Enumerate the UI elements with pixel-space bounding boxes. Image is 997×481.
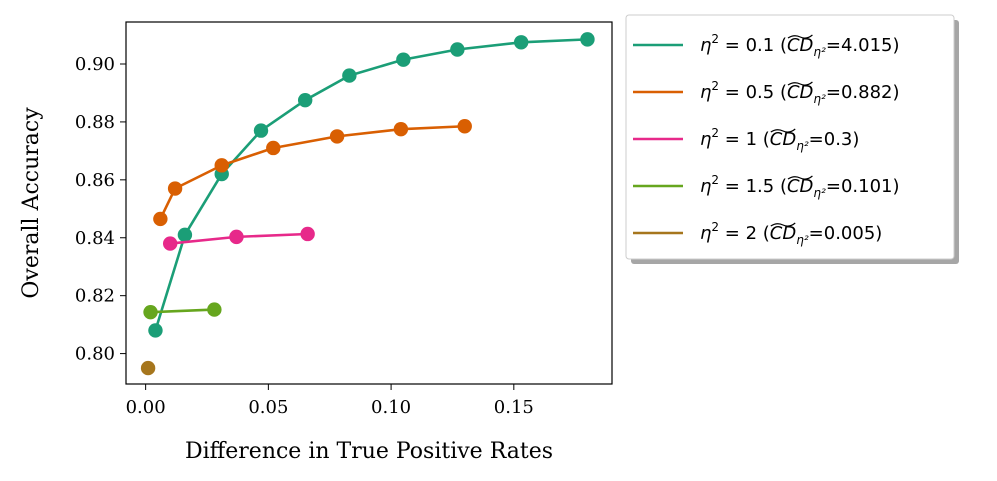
data-point — [300, 226, 315, 242]
data-point — [297, 92, 313, 108]
tilde-accent — [770, 128, 796, 133]
legend-label: η2 = 2 (CDη²=0.005) — [700, 220, 882, 247]
legend-entry: η2 = 1.5 (CDη²=0.101) — [633, 173, 900, 200]
data-point — [580, 32, 595, 47]
x-axis-ticks: 0.00 0.05 0.10 0.15 — [126, 384, 534, 418]
data-point — [140, 360, 156, 376]
data-point — [513, 35, 529, 50]
y-axis-label: Overall Accuracy — [19, 107, 44, 299]
legend-label: η2 = 0.5 (CDη²=0.882) — [700, 79, 900, 106]
data-point — [143, 304, 158, 320]
y-tick-label: 0.90 — [75, 54, 115, 75]
data-point — [396, 52, 411, 67]
tilde-accent — [787, 81, 813, 86]
data-point — [229, 229, 244, 245]
x-axis-label: Difference in True Positive Rates — [185, 439, 553, 464]
legend-entry: η2 = 1 (CDη²=0.3) — [633, 126, 859, 153]
legend-entry: η2 = 0.5 (CDη²=0.882) — [633, 79, 900, 106]
data-point — [162, 236, 178, 251]
data-point — [253, 123, 269, 138]
data-point — [148, 323, 163, 338]
series-line — [150, 308, 215, 314]
plot-area — [125, 21, 613, 385]
data-point — [393, 121, 409, 137]
data-point — [167, 181, 183, 196]
data-point — [342, 68, 357, 83]
legend: η2 = 0.1 (CDη²=4.015) η2 = 0.5 (CDη²=0.88… — [625, 14, 959, 264]
y-axis-ticks: 0.80 0.82 0.84 0.86 0.88 0.90 — [75, 54, 126, 365]
x-tick-label: 0.00 — [126, 397, 166, 418]
series-4 — [140, 360, 156, 376]
series-1 — [153, 119, 472, 227]
series-0 — [148, 32, 595, 338]
series-2 — [162, 226, 315, 251]
y-tick-label: 0.88 — [75, 112, 115, 133]
y-tick-label: 0.80 — [75, 344, 115, 365]
y-tick-label: 0.82 — [75, 286, 115, 307]
data-point — [177, 227, 193, 243]
data-point — [266, 140, 281, 156]
x-tick-label: 0.10 — [371, 397, 411, 418]
legend-label: η2 = 1.5 (CDη²=0.101) — [700, 173, 900, 200]
y-tick-label: 0.84 — [75, 228, 115, 249]
legend-entry: η2 = 2 (CDη²=0.005) — [633, 220, 882, 247]
data-point — [457, 119, 472, 134]
legend-label: η2 = 1 (CDη²=0.3) — [700, 126, 859, 153]
legend-box — [625, 14, 955, 260]
legend-entry: η2 = 0.1 (CDη²=4.015) — [633, 32, 900, 59]
data-point — [329, 129, 345, 144]
series-3 — [143, 302, 222, 320]
data-point — [153, 211, 168, 227]
series-line — [154, 38, 588, 331]
x-tick-label: 0.15 — [494, 397, 534, 418]
tilde-accent — [787, 34, 813, 39]
x-tick-label: 0.05 — [248, 397, 288, 418]
tilde-accent — [787, 175, 813, 180]
data-point — [450, 42, 465, 57]
data-point — [207, 302, 222, 317]
data-point — [214, 158, 229, 173]
legend-label: η2 = 0.1 (CDη²=4.015) — [700, 32, 900, 59]
y-tick-label: 0.86 — [75, 170, 115, 191]
series-layer — [140, 32, 595, 376]
tilde-accent — [770, 222, 796, 227]
